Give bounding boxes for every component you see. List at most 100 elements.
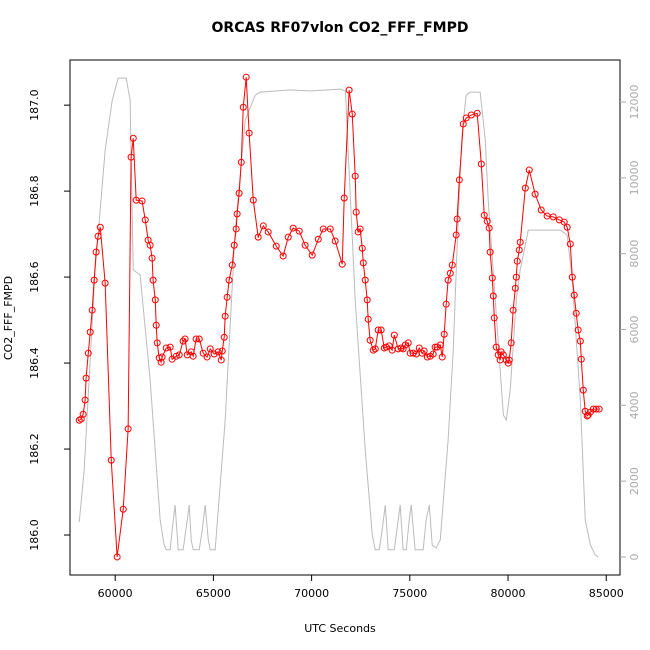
y-tick-label: 186.8 bbox=[28, 175, 41, 207]
data-point bbox=[220, 333, 228, 341]
data-point bbox=[225, 276, 233, 284]
y2-tick-label: 0 bbox=[628, 553, 641, 560]
data-point bbox=[90, 276, 98, 284]
data-point bbox=[509, 306, 517, 314]
data-point bbox=[151, 296, 159, 304]
data-point bbox=[444, 276, 452, 284]
data-point bbox=[358, 244, 366, 252]
data-point bbox=[279, 252, 287, 260]
data-point bbox=[75, 416, 83, 424]
data-point bbox=[141, 216, 149, 224]
data-point bbox=[166, 343, 174, 351]
data-point bbox=[513, 257, 521, 265]
data-point bbox=[348, 110, 356, 118]
data-point bbox=[113, 553, 121, 561]
data-point bbox=[356, 225, 364, 233]
data-point bbox=[308, 251, 316, 259]
data-point bbox=[235, 189, 243, 197]
x-tick-label: 85000 bbox=[589, 587, 624, 600]
data-point bbox=[192, 335, 200, 343]
data-point bbox=[345, 86, 353, 94]
data-point bbox=[429, 350, 437, 358]
data-point bbox=[525, 166, 533, 174]
data-point bbox=[206, 345, 214, 353]
data-point bbox=[485, 224, 493, 232]
data-point bbox=[488, 274, 496, 282]
chart-title: ORCAS RF07vlon CO2_FFF_FMPD bbox=[212, 20, 469, 36]
y2-tick-label: 12000 bbox=[628, 85, 641, 120]
data-point bbox=[101, 279, 109, 287]
data-point bbox=[436, 341, 444, 349]
data-point bbox=[218, 347, 226, 355]
data-point bbox=[149, 276, 157, 284]
data-point bbox=[473, 109, 481, 117]
data-point bbox=[88, 306, 96, 314]
data-point bbox=[442, 300, 450, 308]
data-point bbox=[228, 261, 236, 269]
data-point bbox=[127, 153, 135, 161]
data-point bbox=[289, 224, 297, 232]
data-point bbox=[338, 260, 346, 268]
data-point bbox=[221, 312, 229, 320]
data-point bbox=[486, 248, 494, 256]
data-point bbox=[560, 218, 568, 226]
data-point bbox=[423, 353, 431, 361]
data-point bbox=[84, 349, 92, 357]
data-point bbox=[438, 353, 446, 361]
data-point bbox=[537, 206, 545, 214]
data-point bbox=[420, 347, 428, 355]
data-point bbox=[579, 386, 587, 394]
data-point bbox=[86, 328, 94, 336]
data-point bbox=[531, 190, 539, 198]
data-point bbox=[210, 350, 218, 358]
data-point bbox=[490, 314, 498, 322]
data-point bbox=[254, 233, 262, 241]
data-point bbox=[264, 228, 272, 236]
y-tick-label: 186.6 bbox=[28, 261, 41, 293]
data-point bbox=[81, 396, 89, 404]
data-point bbox=[377, 326, 385, 334]
y2-tick-label: 4000 bbox=[628, 391, 641, 419]
data-point bbox=[390, 331, 398, 339]
data-point bbox=[459, 120, 467, 128]
data-point bbox=[361, 276, 369, 284]
data-point bbox=[505, 356, 513, 364]
data-point bbox=[199, 349, 207, 357]
data-point bbox=[162, 344, 170, 352]
data-point bbox=[82, 374, 90, 382]
data-point bbox=[577, 355, 585, 363]
data-point bbox=[404, 339, 412, 347]
data-point bbox=[195, 335, 203, 343]
data-point bbox=[214, 348, 222, 356]
data-point bbox=[483, 217, 491, 225]
y-axis-title: CO2_FFF_FMPD bbox=[2, 276, 15, 360]
x-tick-label: 80000 bbox=[491, 587, 526, 600]
data-point bbox=[394, 345, 402, 353]
data-point bbox=[92, 248, 100, 256]
data-point bbox=[369, 346, 377, 354]
data-point bbox=[492, 343, 500, 351]
data-point bbox=[129, 134, 137, 142]
plot-frame bbox=[69, 59, 621, 576]
data-point bbox=[230, 241, 238, 249]
data-point bbox=[566, 240, 574, 248]
data-point bbox=[217, 356, 225, 364]
data-point bbox=[284, 233, 292, 241]
data-point bbox=[363, 296, 371, 304]
x-tick-label: 60000 bbox=[98, 587, 133, 600]
data-point bbox=[223, 293, 231, 301]
data-point bbox=[119, 505, 127, 513]
data-point bbox=[189, 352, 197, 360]
data-point bbox=[374, 326, 382, 334]
data-point bbox=[563, 223, 571, 231]
data-point bbox=[237, 158, 245, 166]
x-axis-title: UTC Seconds bbox=[304, 622, 376, 635]
data-point bbox=[175, 351, 183, 359]
y2-tick-label: 8000 bbox=[628, 240, 641, 268]
data-point bbox=[504, 359, 512, 367]
data-point bbox=[326, 225, 334, 233]
data-point bbox=[549, 213, 557, 221]
data-point bbox=[340, 194, 348, 202]
data-point bbox=[448, 261, 456, 269]
y2-tick-label: 10000 bbox=[628, 160, 641, 195]
